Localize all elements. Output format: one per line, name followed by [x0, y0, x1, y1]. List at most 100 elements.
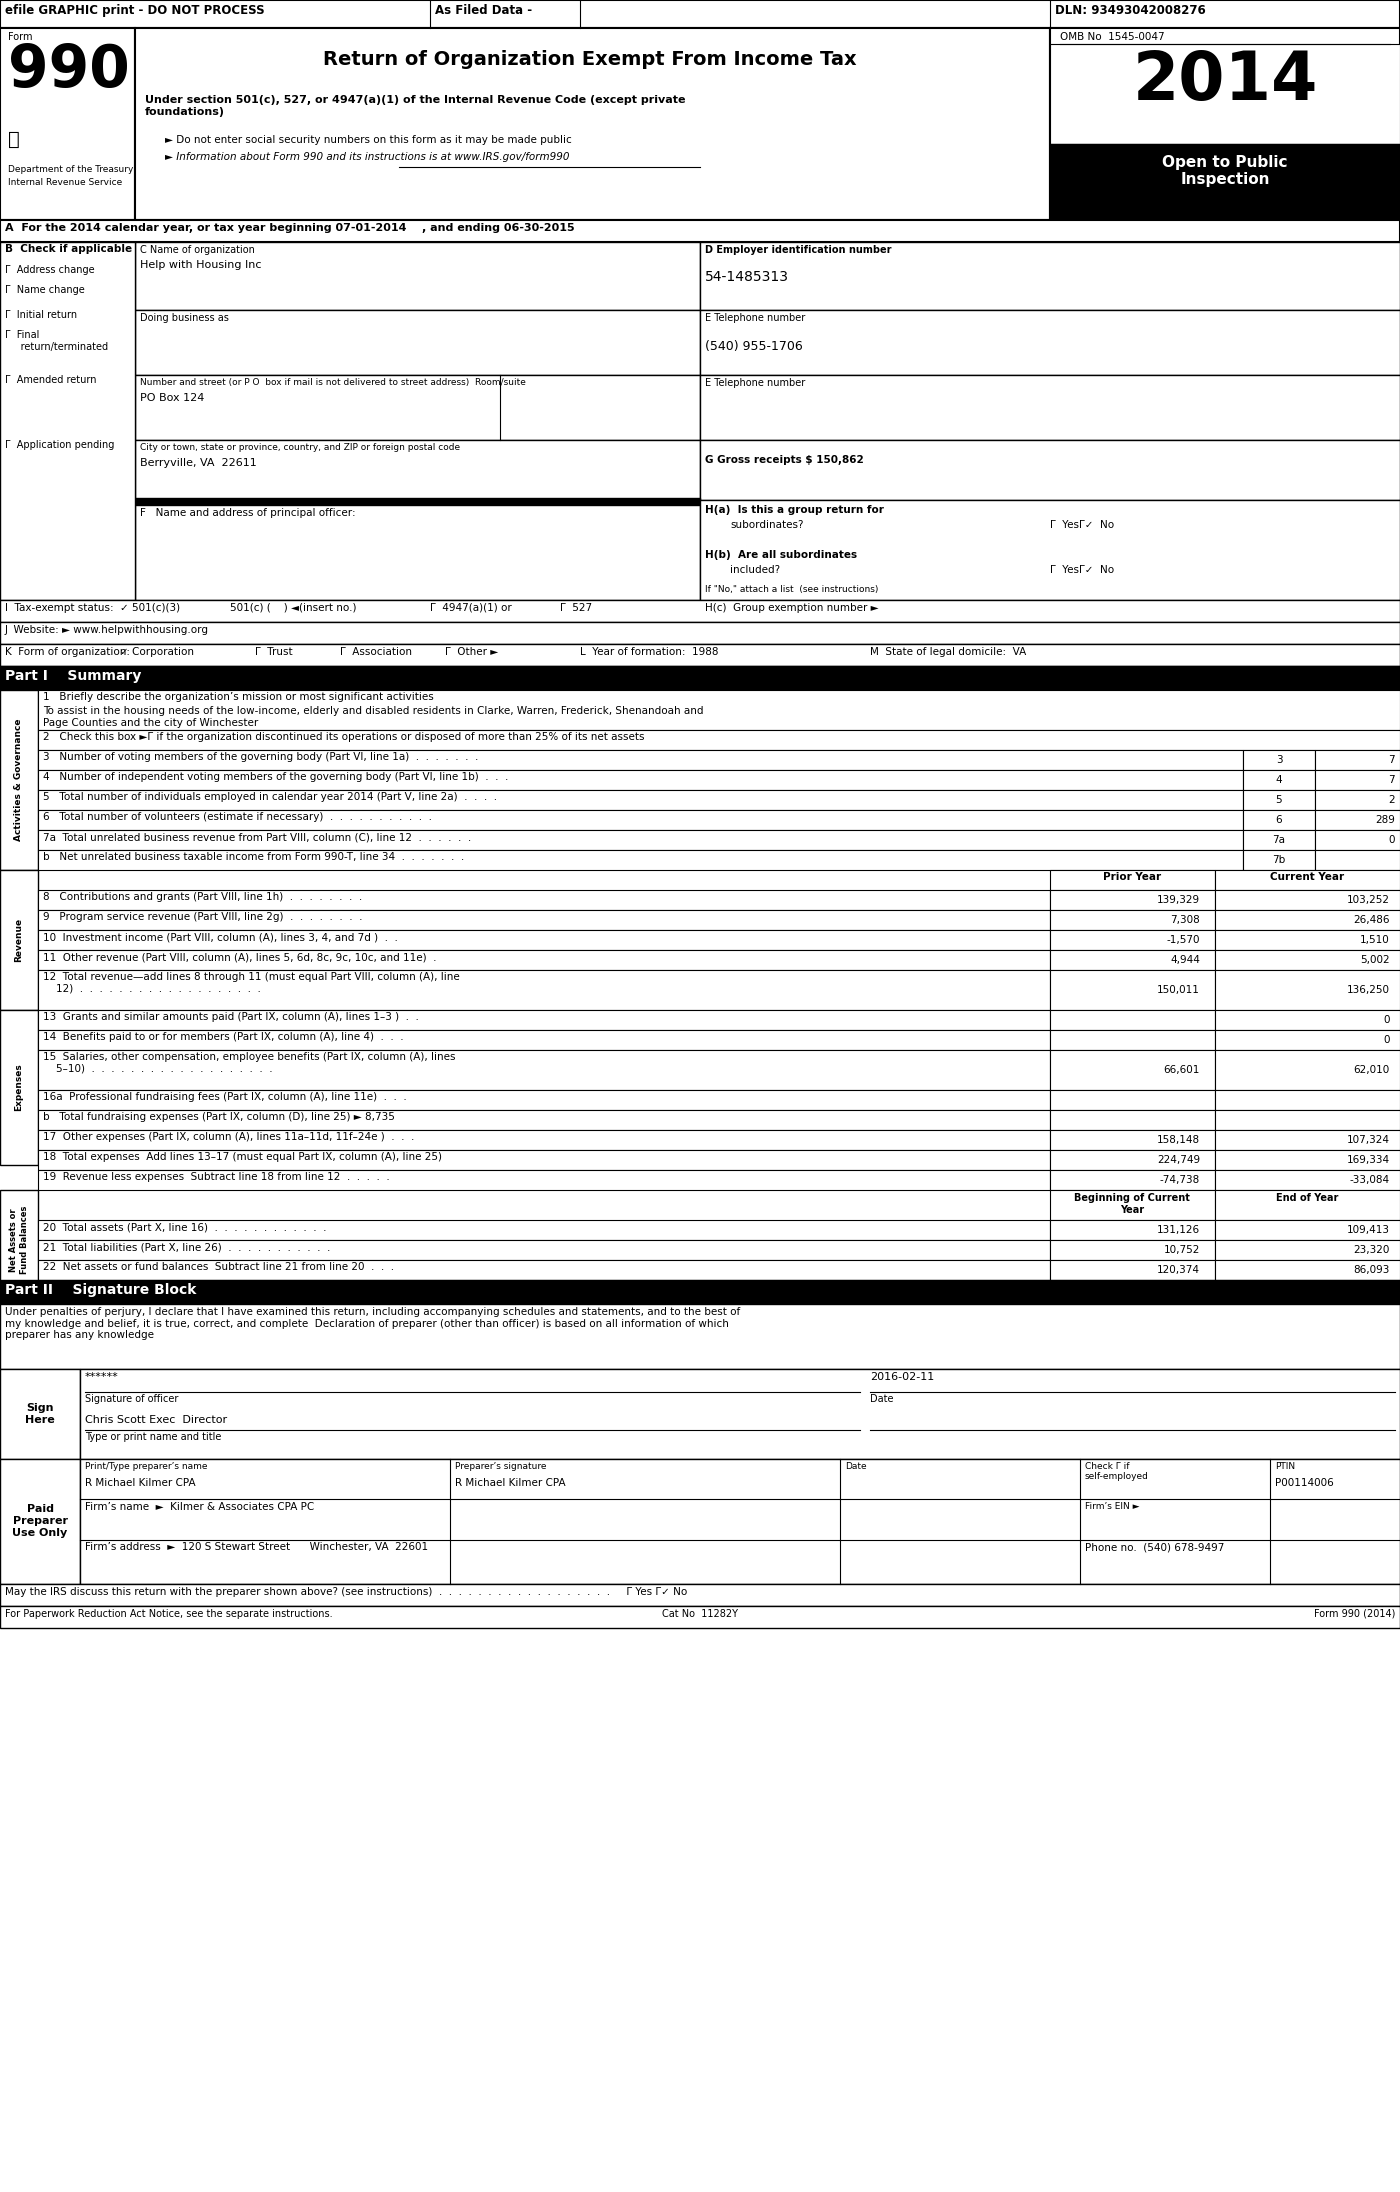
- Bar: [38, 1109, 1050, 1131]
- Bar: [1050, 1151, 1215, 1171]
- Text: 169,334: 169,334: [1347, 1155, 1390, 1164]
- Text: included?: included?: [729, 566, 780, 574]
- Text: Current Year: Current Year: [1270, 872, 1344, 881]
- Text: Γ  YesΓ✓  No: Γ YesΓ✓ No: [1050, 566, 1114, 574]
- Text: Part II    Signature Block: Part II Signature Block: [6, 1282, 196, 1298]
- Text: 86,093: 86,093: [1354, 1265, 1390, 1276]
- Text: 62,010: 62,010: [1354, 1065, 1390, 1074]
- Text: 9   Program service revenue (Part VIII, line 2g)  .  .  .  .  .  .  .  .: 9 Program service revenue (Part VIII, li…: [43, 912, 363, 923]
- Text: 7a: 7a: [1273, 835, 1285, 844]
- Bar: [1050, 971, 1215, 1011]
- Text: H(a)  Is this a group return for: H(a) Is this a group return for: [706, 504, 883, 515]
- Text: K  Form of organization:: K Form of organization:: [6, 647, 130, 658]
- Text: 15  Salaries, other compensation, employee benefits (Part IX, column (A), lines
: 15 Salaries, other compensation, employe…: [43, 1052, 455, 1074]
- Text: return/terminated: return/terminated: [6, 342, 108, 353]
- Bar: [38, 850, 1243, 870]
- Bar: [38, 1011, 1050, 1030]
- Bar: [38, 1131, 1050, 1151]
- Text: subordinates?: subordinates?: [729, 520, 804, 530]
- Text: 66,601: 66,601: [1163, 1065, 1200, 1074]
- Bar: [0, 690, 38, 870]
- Bar: [38, 910, 1050, 929]
- Text: -74,738: -74,738: [1159, 1175, 1200, 1186]
- Text: 2: 2: [1389, 796, 1394, 804]
- Text: -33,084: -33,084: [1350, 1175, 1390, 1186]
- Bar: [38, 1171, 1050, 1190]
- Text: efile GRAPHIC print - DO NOT PROCESS: efile GRAPHIC print - DO NOT PROCESS: [6, 4, 265, 18]
- Text: Part I    Summary: Part I Summary: [6, 669, 141, 684]
- Text: Beginning of Current
Year: Beginning of Current Year: [1074, 1192, 1190, 1214]
- Text: If "No," attach a list  (see instructions): If "No," attach a list (see instructions…: [706, 585, 878, 594]
- Bar: [38, 1089, 1050, 1109]
- Bar: [1315, 750, 1400, 769]
- Bar: [1315, 850, 1400, 870]
- Bar: [134, 375, 700, 441]
- Bar: [0, 241, 134, 601]
- Text: Internal Revenue Service: Internal Revenue Service: [8, 178, 122, 186]
- Text: 4   Number of independent voting members of the governing body (Part VI, line 1b: 4 Number of independent voting members o…: [43, 772, 508, 783]
- Bar: [1050, 1241, 1215, 1260]
- Text: Firm’s EIN ►: Firm’s EIN ►: [1085, 1502, 1140, 1510]
- Bar: [1215, 1050, 1400, 1089]
- Text: 224,749: 224,749: [1156, 1155, 1200, 1164]
- Bar: [1315, 769, 1400, 789]
- Text: 6   Total number of volunteers (estimate if necessary)  .  .  .  .  .  .  .  .  : 6 Total number of volunteers (estimate i…: [43, 811, 433, 822]
- Bar: [38, 1050, 1050, 1089]
- Bar: [1050, 929, 1215, 949]
- Bar: [1215, 1260, 1400, 1280]
- Text: Date: Date: [846, 1462, 867, 1471]
- Text: 2016-02-11: 2016-02-11: [869, 1372, 934, 1381]
- Text: To assist in the housing needs of the low-income, elderly and disabled residents: To assist in the housing needs of the lo…: [43, 706, 703, 728]
- Bar: [1243, 850, 1315, 870]
- Bar: [0, 1280, 1400, 1304]
- Bar: [0, 0, 1400, 28]
- Bar: [1215, 1241, 1400, 1260]
- Text: Signature of officer: Signature of officer: [85, 1394, 178, 1405]
- Text: 14  Benefits paid to or for members (Part IX, column (A), line 4)  .  .  .: 14 Benefits paid to or for members (Part…: [43, 1032, 403, 1041]
- Text: 10,752: 10,752: [1163, 1245, 1200, 1256]
- Text: 8   Contributions and grants (Part VIII, line 1h)  .  .  .  .  .  .  .  .: 8 Contributions and grants (Part VIII, l…: [43, 892, 363, 901]
- Text: Expenses: Expenses: [14, 1063, 24, 1111]
- Text: DLN: 93493042008276: DLN: 93493042008276: [1056, 4, 1205, 18]
- Text: J  Website: ► www.helpwithhousing.org: J Website: ► www.helpwithhousing.org: [6, 625, 209, 636]
- Bar: [700, 241, 1400, 309]
- Text: H(c)  Group exemption number ►: H(c) Group exemption number ►: [706, 603, 879, 614]
- Bar: [0, 1370, 80, 1460]
- Text: 0: 0: [1383, 1015, 1390, 1026]
- Bar: [38, 730, 1400, 750]
- Bar: [0, 1190, 38, 1291]
- Text: Date: Date: [869, 1394, 893, 1405]
- Bar: [38, 890, 1050, 910]
- Text: Doing business as: Doing business as: [140, 313, 228, 322]
- Text: 5   Total number of individuals employed in calendar year 2014 (Part V, line 2a): 5 Total number of individuals employed i…: [43, 791, 497, 802]
- Text: Paid
Preparer
Use Only: Paid Preparer Use Only: [13, 1504, 67, 1537]
- Bar: [38, 789, 1243, 811]
- Text: 2014: 2014: [1133, 48, 1317, 114]
- Bar: [134, 28, 1050, 219]
- Bar: [38, 831, 1243, 850]
- Text: 1,510: 1,510: [1361, 936, 1390, 945]
- Text: Open to Public
Inspection: Open to Public Inspection: [1162, 156, 1288, 186]
- Text: Preparer’s signature: Preparer’s signature: [455, 1462, 546, 1471]
- Bar: [1315, 811, 1400, 831]
- Bar: [1315, 789, 1400, 811]
- Text: 150,011: 150,011: [1158, 984, 1200, 995]
- Text: Γ  Initial return: Γ Initial return: [6, 309, 77, 320]
- Text: Γ  Address change: Γ Address change: [6, 265, 95, 274]
- Bar: [134, 309, 700, 375]
- Bar: [1050, 1089, 1215, 1109]
- Text: 103,252: 103,252: [1347, 894, 1390, 905]
- Text: P00114006: P00114006: [1275, 1477, 1334, 1488]
- Bar: [80, 1370, 1400, 1460]
- Text: City or town, state or province, country, and ZIP or foreign postal code: City or town, state or province, country…: [140, 443, 461, 452]
- Bar: [1215, 1089, 1400, 1109]
- Bar: [38, 1151, 1050, 1171]
- Text: Under penalties of perjury, I declare that I have examined this return, includin: Under penalties of perjury, I declare th…: [6, 1306, 741, 1339]
- Bar: [0, 644, 1400, 666]
- Text: 7: 7: [1389, 776, 1394, 785]
- Text: 0: 0: [1389, 835, 1394, 844]
- Bar: [1050, 1260, 1215, 1280]
- Text: 6: 6: [1275, 815, 1282, 824]
- Text: Sign
Here: Sign Here: [25, 1403, 55, 1425]
- Text: D Employer identification number: D Employer identification number: [706, 246, 892, 254]
